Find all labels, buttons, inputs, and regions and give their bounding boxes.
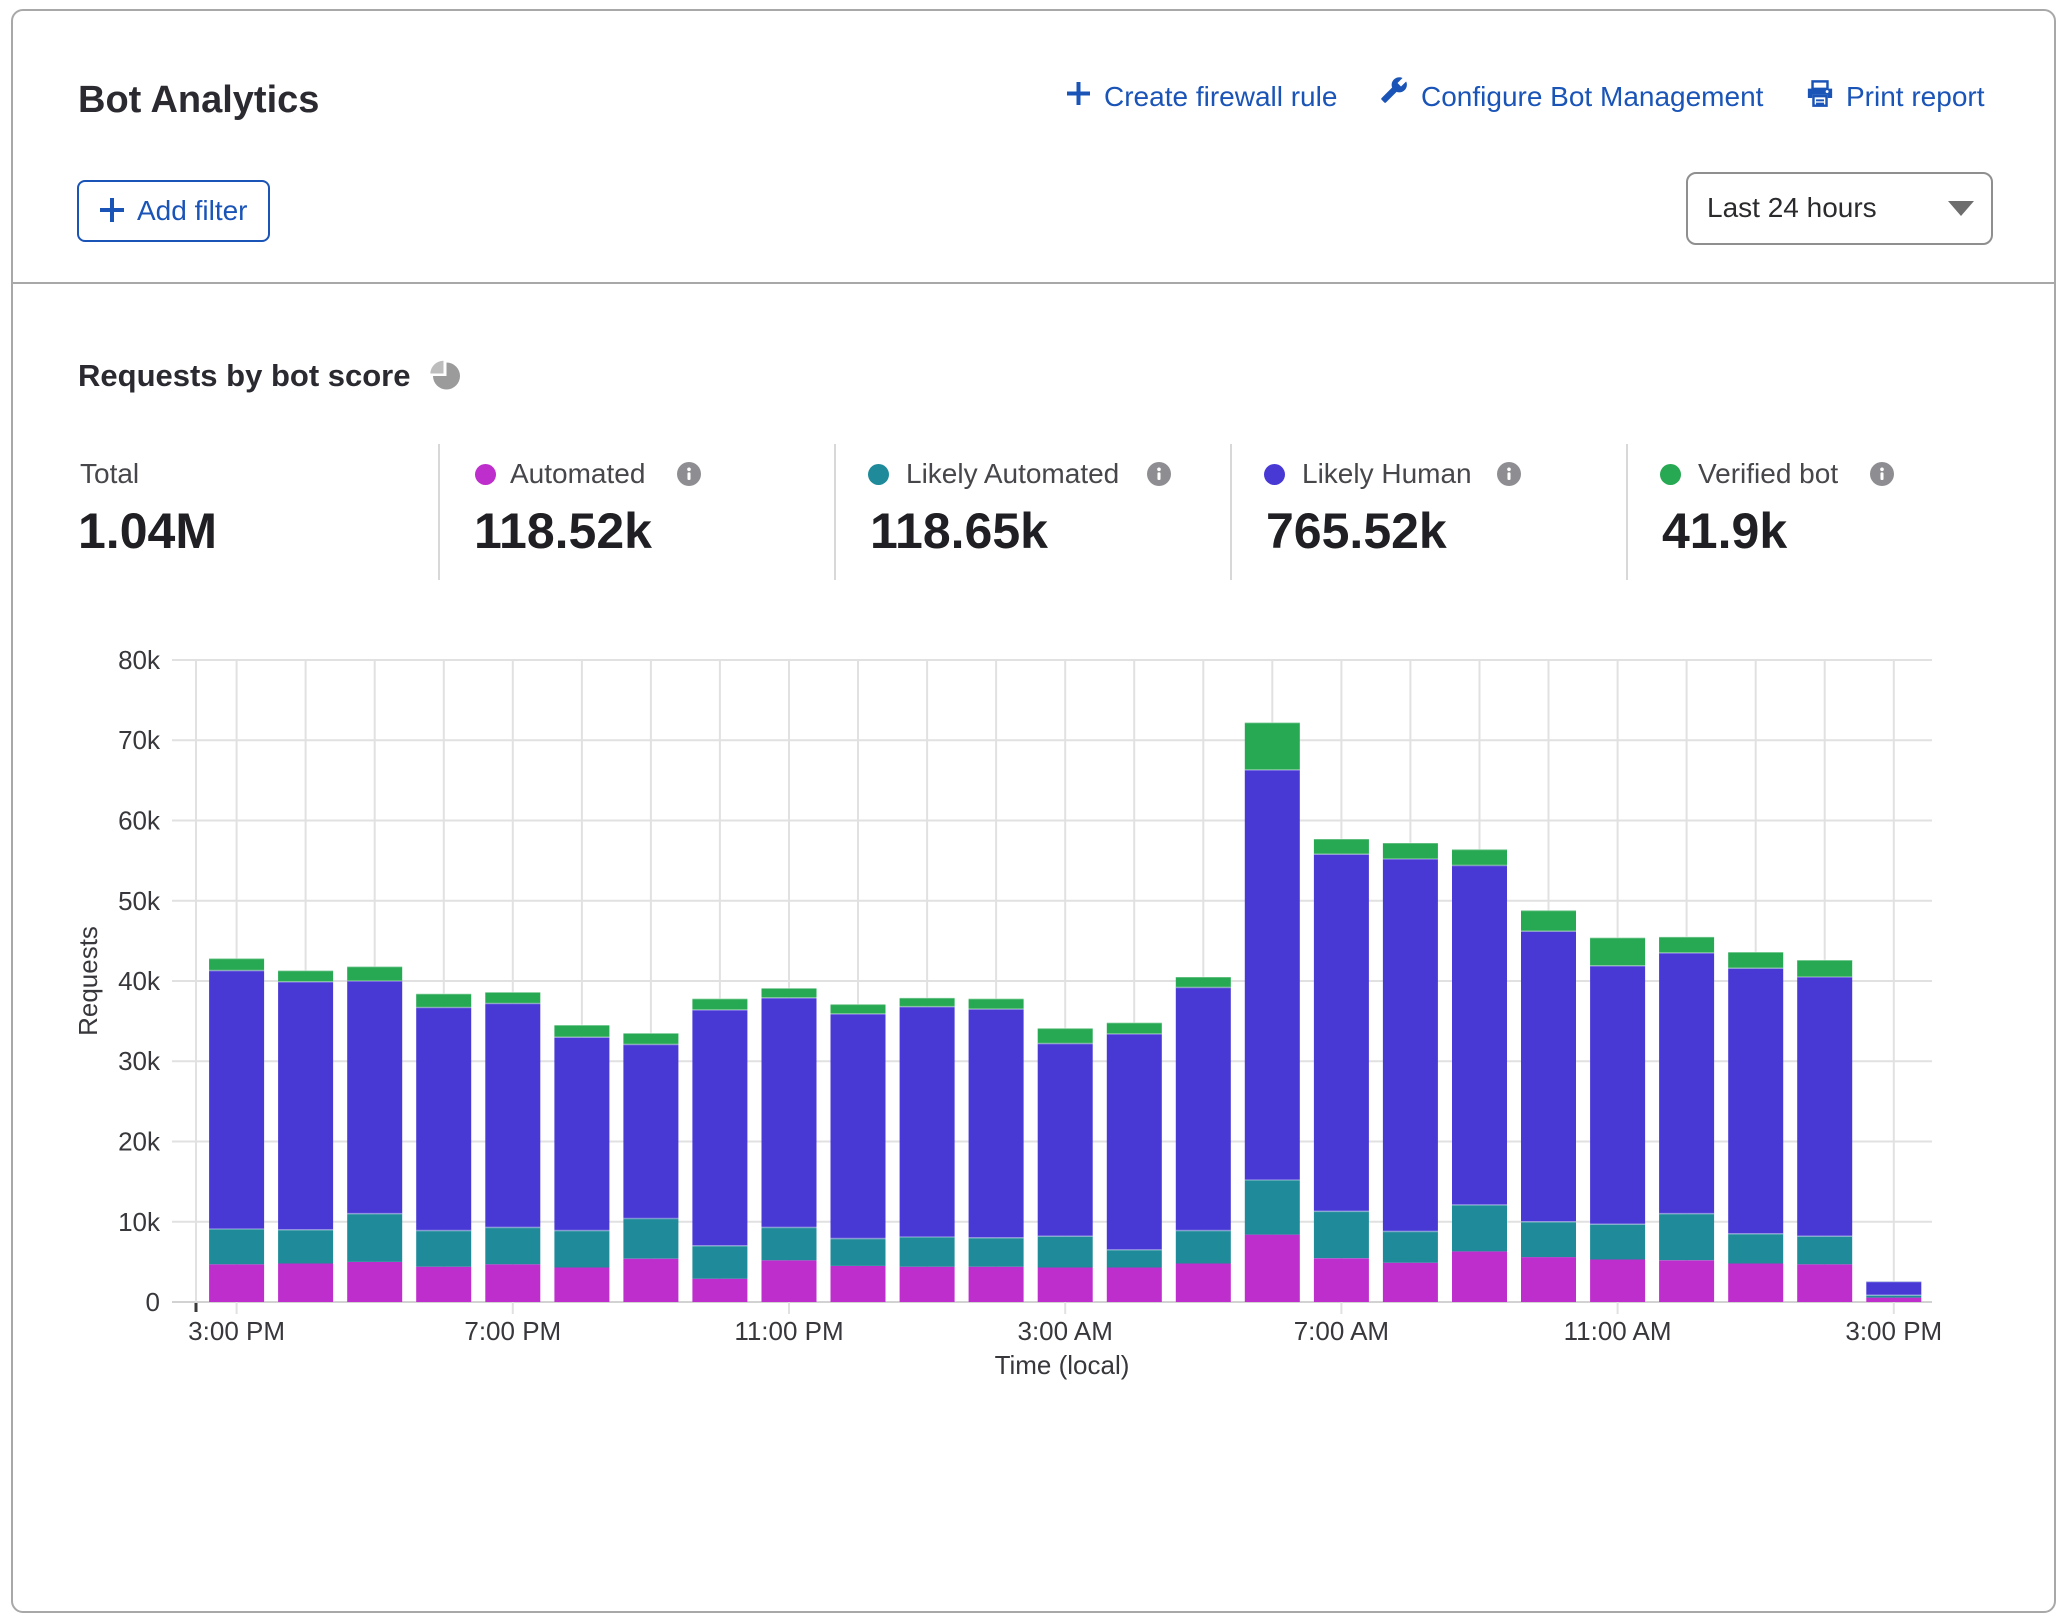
svg-text:10k: 10k [118,1207,161,1237]
svg-text:7:00 AM: 7:00 AM [1294,1316,1389,1346]
svg-text:20k: 20k [118,1127,161,1157]
svg-text:11:00 PM: 11:00 PM [734,1316,843,1346]
svg-text:3:00 PM: 3:00 PM [1845,1316,1942,1346]
svg-text:3:00 AM: 3:00 AM [1017,1316,1112,1346]
svg-text:Requests: Requests [73,926,103,1036]
svg-text:30k: 30k [118,1046,161,1076]
svg-text:11:00 AM: 11:00 AM [1564,1316,1672,1346]
svg-text:40k: 40k [118,966,161,996]
svg-text:3:00 PM: 3:00 PM [188,1316,285,1346]
svg-text:60k: 60k [118,806,161,836]
svg-text:7:00 PM: 7:00 PM [464,1316,561,1346]
svg-text:50k: 50k [118,886,161,916]
svg-text:0: 0 [146,1287,160,1317]
svg-text:Time (local): Time (local) [995,1350,1130,1380]
svg-text:80k: 80k [118,645,161,675]
svg-text:70k: 70k [118,725,161,755]
